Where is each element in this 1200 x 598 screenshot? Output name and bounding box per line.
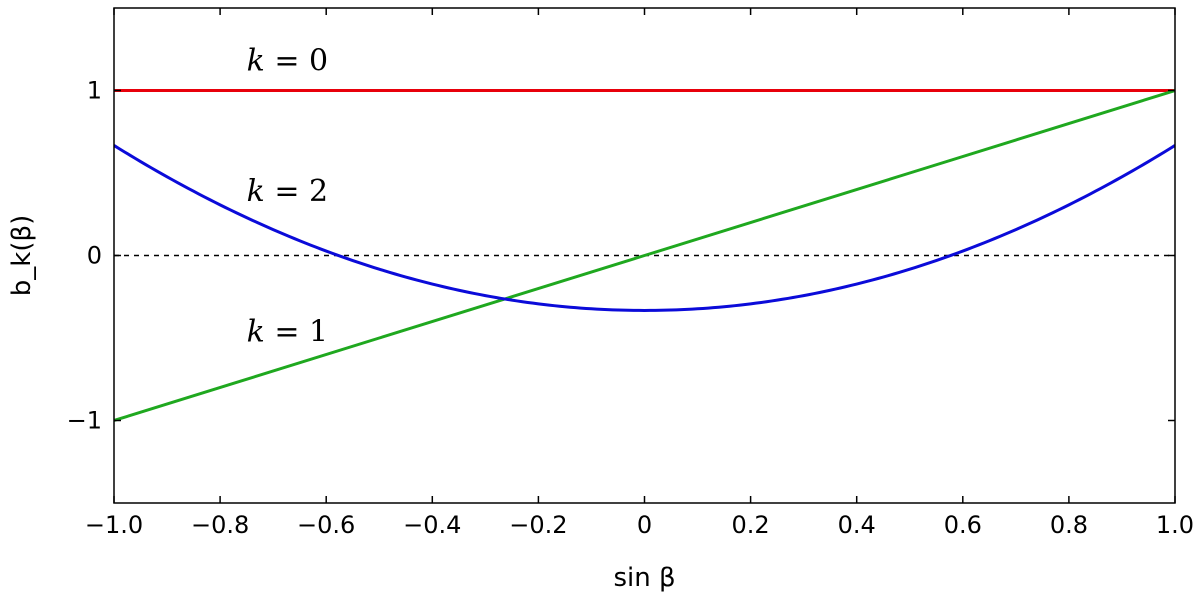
x-tick-label: −0.4 — [403, 511, 461, 539]
series-layer — [114, 89, 1175, 422]
annotations: k = 0 k = 2 k = 1 — [247, 44, 328, 350]
x-tick-label: 0.6 — [944, 511, 982, 539]
x-tick-label: 0.2 — [732, 511, 770, 539]
x-tick-label: 0.4 — [838, 511, 876, 539]
x-tick-label: 0 — [637, 511, 652, 539]
x-tick-label: 0.8 — [1050, 511, 1088, 539]
x-tick-label: −0.6 — [297, 511, 355, 539]
x-tick-label: −0.2 — [509, 511, 567, 539]
x-tick-label: −1.0 — [85, 511, 143, 539]
annotation-2: k = 1 — [247, 314, 328, 349]
y-tick-label: −1 — [67, 407, 102, 435]
series-line-1 — [114, 89, 1175, 422]
y-axis-title: b_k(β) — [7, 215, 37, 296]
x-tick-label: 1.0 — [1156, 511, 1194, 539]
y-axis-ticks: −1 0 1 — [67, 77, 1175, 435]
annotation-0: k = 0 — [247, 44, 328, 79]
x-axis-title: sin β — [613, 563, 675, 593]
series-line-2 — [114, 144, 1175, 312]
x-tick-label: −0.8 — [191, 511, 249, 539]
x-axis-ticks: −1.0 −0.8 −0.6 −0.4 −0.2 0 0.2 0.4 0.6 0.8 1.0 — [85, 8, 1194, 539]
y-tick-label: 1 — [87, 77, 102, 105]
annotation-1: k = 2 — [247, 174, 328, 209]
y-tick-label: 0 — [87, 242, 102, 270]
